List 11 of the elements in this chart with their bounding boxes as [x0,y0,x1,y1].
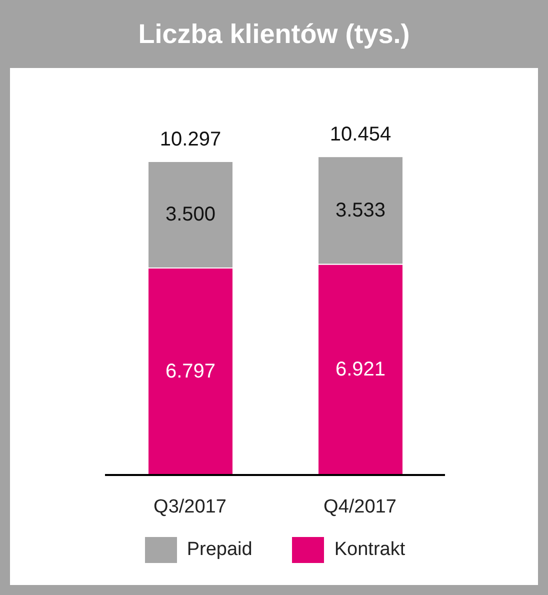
legend-label: Kontrakt [334,539,406,561]
total-label: 10.297 [160,128,222,150]
legend-label: Prepaid [186,539,252,561]
chart-title: Liczba klientów (tys.) [137,18,411,51]
data-label: 3.500 [165,204,216,226]
data-label: 6.921 [335,358,386,381]
data-label: 3.533 [335,199,386,222]
x-tick-label: Q4/2017 [324,496,396,518]
total-label: 10.454 [330,124,392,146]
x-tick-label: Q3/2017 [154,496,226,518]
data-label: 6.797 [165,360,216,383]
